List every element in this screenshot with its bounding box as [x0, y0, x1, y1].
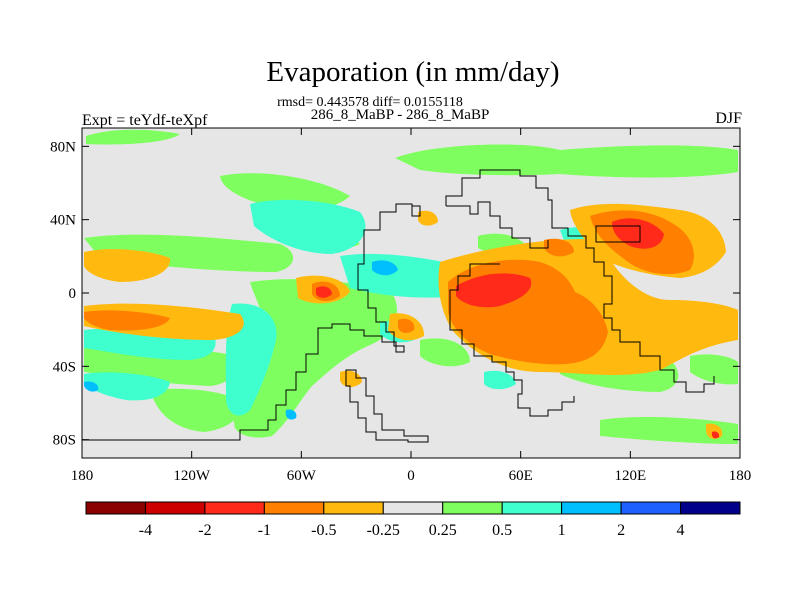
- evap-region-lightblue: [84, 381, 99, 392]
- colorbar-swatch: [263, 501, 325, 515]
- map-plot: 180 120W 60W 0 60E 120E 180 80N 40N 0 40S 80S: [50, 127, 752, 484]
- colorbar-label: 2: [617, 522, 625, 539]
- evap-region-green: [220, 173, 350, 211]
- evap-region-lightblue: [372, 260, 398, 276]
- lon-tick-label: 60E: [509, 468, 533, 484]
- colorbar-label: 0.5: [492, 522, 512, 539]
- colorbar-label: 1: [558, 522, 566, 539]
- lon-tick-label: 0: [407, 468, 415, 484]
- colorbar-label: -0.5: [311, 522, 336, 539]
- coastline-island: [446, 201, 549, 249]
- evap-region-green: [420, 338, 470, 367]
- evap-region-green: [690, 354, 738, 385]
- coastline-americas: [82, 203, 421, 441]
- colorbar-swatch: [382, 501, 444, 515]
- evap-region-orange: [544, 238, 574, 257]
- lat-tick-label: 80N: [50, 139, 76, 155]
- evap-region-lightblue: [285, 409, 297, 420]
- colorbar-label: -1: [258, 522, 271, 539]
- evap-region-green: [600, 417, 738, 444]
- evap-region-cyan: [84, 372, 170, 401]
- evap-region-cyan: [250, 199, 366, 254]
- evap-region-orange: [84, 310, 170, 331]
- evap-region-red: [316, 286, 332, 298]
- colorbar-swatch: [442, 501, 503, 515]
- colorbar-label: -2: [198, 522, 211, 539]
- evap-region-green: [395, 144, 738, 178]
- lat-tick-label: 40N: [50, 213, 76, 229]
- season-label: DJF: [715, 110, 742, 127]
- stats-line: rmsd= 0.443578 diff= 0.0155118: [277, 95, 463, 110]
- lat-tick-label: 40S: [53, 359, 76, 375]
- lat-tick-label: 80S: [53, 433, 76, 449]
- colorbar-label: 4: [677, 522, 685, 539]
- colorbar-swatch: [561, 501, 622, 515]
- colorbar-swatch: [323, 501, 384, 515]
- evap-region-red: [456, 273, 532, 308]
- lon-tick-label: 120E: [614, 468, 646, 484]
- lon-tick-label: 60W: [287, 468, 317, 484]
- evap-region-green: [150, 388, 246, 432]
- colorbar-swatch: [204, 501, 265, 515]
- subtitle: 286_8_MaBP - 286_8_MaBP: [310, 107, 490, 123]
- lon-tick-label: 180: [71, 468, 94, 484]
- experiment-label: Expt = teYdf-teXpf: [82, 112, 208, 129]
- coastline-island: [595, 225, 641, 243]
- evap-region-green: [86, 129, 180, 145]
- lat-tick-label: 0: [69, 286, 77, 302]
- evap-region-green: [233, 279, 398, 438]
- colorbar-swatch: [620, 501, 682, 515]
- colorbar-swatch: [680, 501, 741, 515]
- colorbar: -4 -2 -1 -0.5 -0.25 0.25 0.5 1 2 4: [85, 501, 741, 539]
- evap-region-yellow: [84, 249, 171, 282]
- evap-region-yellow: [418, 210, 438, 226]
- colorbar-swatch: [144, 501, 206, 515]
- colorbar-label: -0.25: [367, 522, 400, 539]
- evap-region-orange: [398, 318, 415, 333]
- lon-ticks: 180 120W 60W 0 60E 120E 180: [71, 128, 752, 484]
- coastline-africa: [449, 263, 575, 417]
- lon-tick-label: 180: [729, 468, 752, 484]
- anomaly-field: [84, 129, 738, 444]
- coastlines: [82, 169, 715, 443]
- lat-ticks: 80N 40N 0 40S 80S: [50, 139, 740, 449]
- evap-region-cyan: [484, 370, 516, 390]
- evap-region-red: [711, 431, 720, 439]
- colorbar-label: 0.25: [429, 522, 457, 539]
- lon-tick-label: 120W: [173, 468, 211, 484]
- map-title: Evaporation (in mm/day): [266, 56, 560, 88]
- coastline-southern-land: [345, 369, 429, 443]
- colorbar-swatch: [85, 501, 146, 515]
- colorbar-swatch: [501, 501, 563, 515]
- colorbar-label: -4: [139, 522, 152, 539]
- coastline-northern-land: [445, 169, 715, 393]
